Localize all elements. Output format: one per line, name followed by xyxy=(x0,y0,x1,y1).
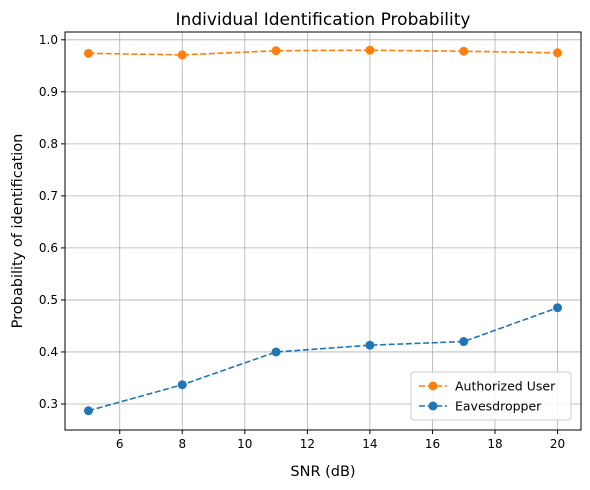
x-tick-label: 14 xyxy=(362,437,377,451)
data-point-eavesdropper xyxy=(271,347,281,357)
axis-ticks: 6 8 10 12 14 16 18 20 0.3 0.4 0.5 0.6 0.7 0.8 0.9 1.0 xyxy=(39,33,565,451)
data-point-eavesdropper xyxy=(459,337,469,347)
data-point-eavesdropper xyxy=(365,340,375,350)
chart-title: Individual Identification Probability xyxy=(176,10,471,30)
data-point-authorized-user xyxy=(553,48,563,58)
grid xyxy=(65,32,581,430)
y-tick-label: 0.6 xyxy=(39,241,58,255)
x-tick-label: 8 xyxy=(178,437,186,451)
series-layer xyxy=(83,45,563,416)
y-tick-label: 1.0 xyxy=(39,33,58,47)
y-tick-label: 0.9 xyxy=(39,85,58,99)
legend-marker-eavesdropper xyxy=(428,401,438,411)
data-point-authorized-user xyxy=(459,46,469,56)
x-tick-label: 18 xyxy=(487,437,502,451)
x-tick-label: 12 xyxy=(300,437,315,451)
x-tick-label: 20 xyxy=(550,437,565,451)
data-point-eavesdropper xyxy=(553,303,563,313)
legend-label-eavesdropper: Eavesdropper xyxy=(455,399,542,414)
legend-marker-authorized-user xyxy=(428,381,438,391)
x-tick-label: 6 xyxy=(116,437,124,451)
y-tick-label: 0.5 xyxy=(39,293,58,307)
y-tick-label: 0.3 xyxy=(39,397,58,411)
x-tick-label: 10 xyxy=(237,437,252,451)
x-tick-label: 16 xyxy=(425,437,440,451)
data-point-authorized-user xyxy=(177,50,187,60)
y-tick-label: 0.7 xyxy=(39,189,58,203)
y-tick-label: 0.8 xyxy=(39,137,58,151)
data-point-eavesdropper xyxy=(177,380,187,390)
data-point-eavesdropper xyxy=(83,406,93,416)
x-axis-label: SNR (dB) xyxy=(290,464,355,480)
data-point-authorized-user xyxy=(271,46,281,56)
legend-box xyxy=(410,371,572,421)
y-tick-label: 0.4 xyxy=(39,345,58,359)
y-axis-label: Probability of identification xyxy=(10,134,26,329)
series-line-authorized-user xyxy=(88,49,558,56)
data-point-authorized-user xyxy=(365,45,375,55)
plot-frame xyxy=(64,31,582,431)
legend: Authorized User Eavesdropper xyxy=(410,371,572,421)
legend-label-authorized-user: Authorized User xyxy=(455,379,556,394)
series-line-eavesdropper xyxy=(88,306,558,412)
data-point-authorized-user xyxy=(83,48,93,58)
